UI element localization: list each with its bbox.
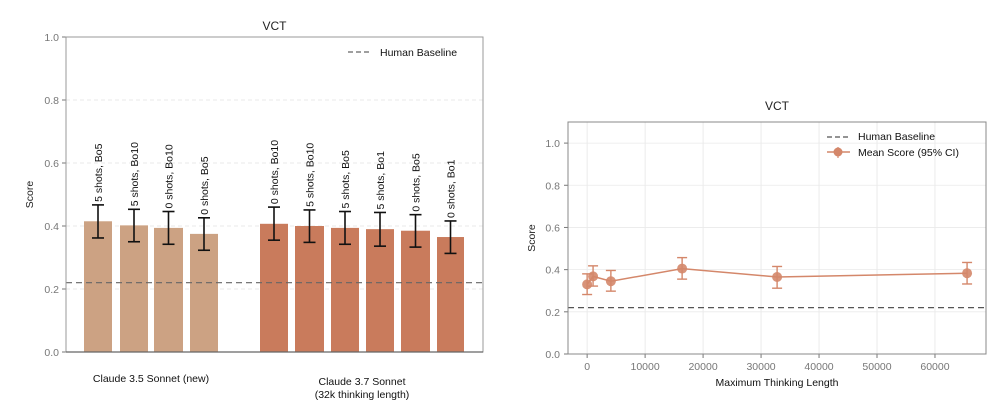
bar-label: 5 shots, Bo5 — [340, 150, 352, 209]
bar — [154, 227, 183, 352]
legend-label: Human Baseline — [858, 131, 935, 143]
y-tick-label: 0.2 — [545, 307, 560, 319]
data-point — [962, 268, 973, 279]
bar — [366, 229, 394, 352]
bar — [84, 221, 112, 352]
bar-label: 0 shots, Bo5 — [199, 156, 211, 215]
data-point — [588, 271, 599, 282]
bar-label: 5 shots, Bo10 — [305, 143, 317, 207]
y-tick-label: 0.8 — [545, 180, 560, 192]
plot-frame — [567, 121, 987, 355]
x-tick-label: 20000 — [688, 361, 717, 373]
data-point — [582, 279, 593, 290]
bar — [190, 233, 218, 352]
legend-label: Human Baseline — [380, 47, 457, 59]
y-tick-label: 0.8 — [44, 95, 59, 107]
bar — [260, 223, 288, 352]
group-label: Claude 3.7 Sonnet — [319, 376, 406, 388]
legend-series-marker — [833, 147, 843, 157]
data-point — [772, 272, 783, 283]
y-tick-label: 0.4 — [44, 221, 59, 233]
y-tick-label: 0.6 — [44, 158, 59, 170]
x-tick-label: 10000 — [631, 361, 660, 373]
x-tick-label: 40000 — [804, 361, 833, 373]
x-tick-label: 0 — [584, 361, 590, 373]
x-tick-label: 30000 — [746, 361, 775, 373]
chart-title: VCT — [765, 99, 790, 113]
bar — [437, 237, 464, 352]
bar-label: 5 shots, Bo1 — [375, 151, 387, 210]
bar — [120, 225, 148, 352]
x-axis-label: Maximum Thinking Length — [716, 377, 839, 389]
bar-label: 0 shots, Bo10 — [269, 140, 281, 204]
chart-title: VCT — [263, 19, 288, 33]
y-tick-label: 0.0 — [545, 349, 560, 361]
bar-label: 5 shots, Bo10 — [129, 142, 141, 206]
y-tick-label: 0.6 — [545, 222, 560, 234]
bar — [295, 226, 324, 352]
bar-label: 0 shots, Bo10 — [164, 144, 176, 208]
y-tick-label: 0.4 — [545, 265, 560, 277]
data-point — [677, 263, 688, 274]
y-tick-label: 0.2 — [44, 284, 59, 296]
bar — [331, 227, 359, 352]
group-label: Claude 3.5 Sonnet (new) — [93, 373, 209, 385]
y-tick-label: 0.0 — [44, 347, 59, 359]
y-axis-label: Score — [24, 181, 36, 209]
bar-label: 0 shots, Bo5 — [411, 153, 423, 212]
bar-label: 0 shots, Bo1 — [446, 159, 458, 218]
group-label: (32k thinking length) — [315, 389, 410, 401]
x-tick-label: 60000 — [920, 361, 949, 373]
x-tick-label: 50000 — [862, 361, 891, 373]
bar — [401, 230, 430, 352]
y-axis-label: Score — [526, 224, 538, 252]
y-tick-label: 1.0 — [44, 32, 59, 44]
data-point — [605, 276, 616, 287]
bar-label: 5 shots, Bo5 — [93, 143, 105, 202]
y-tick-label: 1.0 — [545, 138, 560, 150]
legend-label: Mean Score (95% CI) — [858, 147, 959, 159]
